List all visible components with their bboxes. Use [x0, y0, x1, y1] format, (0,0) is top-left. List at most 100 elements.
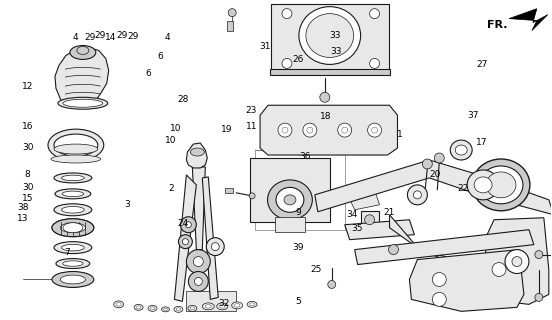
Ellipse shape: [276, 188, 304, 212]
Ellipse shape: [54, 134, 98, 156]
Polygon shape: [315, 160, 552, 215]
Text: 37: 37: [467, 111, 479, 120]
Text: 17: 17: [476, 138, 488, 147]
Text: 1: 1: [397, 130, 402, 139]
Ellipse shape: [299, 7, 360, 64]
Circle shape: [303, 123, 317, 137]
Text: 21: 21: [383, 208, 394, 217]
Polygon shape: [484, 218, 549, 304]
Text: 26: 26: [293, 55, 304, 64]
Bar: [227, 20, 233, 31]
Ellipse shape: [474, 177, 492, 193]
Circle shape: [193, 257, 203, 267]
Ellipse shape: [116, 303, 121, 306]
Text: 10: 10: [170, 124, 182, 132]
Polygon shape: [192, 167, 205, 250]
Ellipse shape: [52, 219, 94, 237]
Ellipse shape: [455, 145, 467, 155]
Bar: [187, 292, 236, 311]
Circle shape: [432, 273, 446, 286]
Circle shape: [432, 292, 446, 306]
Ellipse shape: [162, 307, 169, 312]
Text: 30: 30: [22, 143, 33, 152]
Bar: [275, 217, 305, 232]
Ellipse shape: [479, 166, 523, 204]
Ellipse shape: [220, 305, 225, 308]
Circle shape: [368, 123, 381, 137]
Polygon shape: [187, 143, 208, 168]
Circle shape: [422, 159, 432, 169]
Ellipse shape: [63, 261, 83, 266]
Circle shape: [206, 238, 224, 256]
Text: 16: 16: [22, 122, 33, 131]
Ellipse shape: [63, 223, 83, 233]
Circle shape: [492, 262, 506, 276]
Bar: [271, 4, 389, 73]
Text: 36: 36: [299, 152, 310, 161]
Circle shape: [365, 215, 375, 225]
Ellipse shape: [61, 206, 84, 213]
Circle shape: [194, 277, 203, 285]
Ellipse shape: [235, 304, 240, 307]
Text: 4: 4: [72, 33, 78, 42]
Ellipse shape: [450, 140, 472, 160]
Ellipse shape: [486, 172, 516, 198]
Circle shape: [413, 191, 421, 199]
Ellipse shape: [306, 14, 354, 58]
Ellipse shape: [148, 305, 157, 311]
Ellipse shape: [52, 219, 94, 237]
Circle shape: [185, 222, 192, 228]
Circle shape: [512, 257, 522, 267]
Ellipse shape: [54, 173, 92, 183]
Text: 15: 15: [22, 194, 33, 203]
Circle shape: [342, 127, 348, 133]
Ellipse shape: [54, 242, 92, 253]
Ellipse shape: [61, 244, 84, 251]
Ellipse shape: [61, 175, 84, 181]
Circle shape: [228, 9, 236, 17]
Ellipse shape: [70, 45, 96, 60]
Text: 34: 34: [346, 210, 358, 219]
Circle shape: [407, 185, 427, 205]
Text: 38: 38: [18, 203, 29, 212]
Circle shape: [535, 251, 543, 259]
Text: 23: 23: [246, 106, 257, 115]
Ellipse shape: [134, 304, 143, 310]
Ellipse shape: [190, 307, 195, 310]
Text: 6: 6: [158, 52, 163, 61]
Ellipse shape: [205, 305, 211, 308]
Bar: [225, 188, 233, 193]
Ellipse shape: [203, 303, 214, 310]
Ellipse shape: [77, 46, 89, 54]
Text: 35: 35: [352, 224, 363, 233]
Polygon shape: [348, 190, 380, 210]
Text: 29: 29: [94, 31, 106, 40]
Ellipse shape: [188, 305, 197, 311]
Polygon shape: [509, 9, 548, 31]
Ellipse shape: [472, 159, 530, 211]
Ellipse shape: [56, 259, 90, 268]
Circle shape: [307, 127, 313, 133]
Ellipse shape: [60, 223, 86, 233]
Text: FR.: FR.: [487, 20, 508, 29]
Text: 11: 11: [246, 122, 257, 131]
Ellipse shape: [51, 155, 101, 163]
Text: 18: 18: [320, 113, 331, 122]
Ellipse shape: [63, 99, 103, 107]
Text: 2: 2: [169, 184, 174, 193]
Polygon shape: [390, 215, 539, 269]
Circle shape: [370, 59, 380, 68]
Text: 14: 14: [105, 33, 117, 42]
Circle shape: [249, 193, 255, 199]
Bar: [270, 69, 390, 76]
Text: 33: 33: [330, 31, 341, 40]
Ellipse shape: [176, 308, 181, 311]
Circle shape: [370, 9, 380, 19]
Ellipse shape: [54, 204, 92, 216]
Ellipse shape: [48, 129, 104, 161]
Text: 3: 3: [125, 200, 130, 209]
Circle shape: [389, 244, 399, 255]
Circle shape: [278, 123, 292, 137]
Ellipse shape: [467, 170, 499, 200]
Text: 8: 8: [25, 170, 30, 179]
